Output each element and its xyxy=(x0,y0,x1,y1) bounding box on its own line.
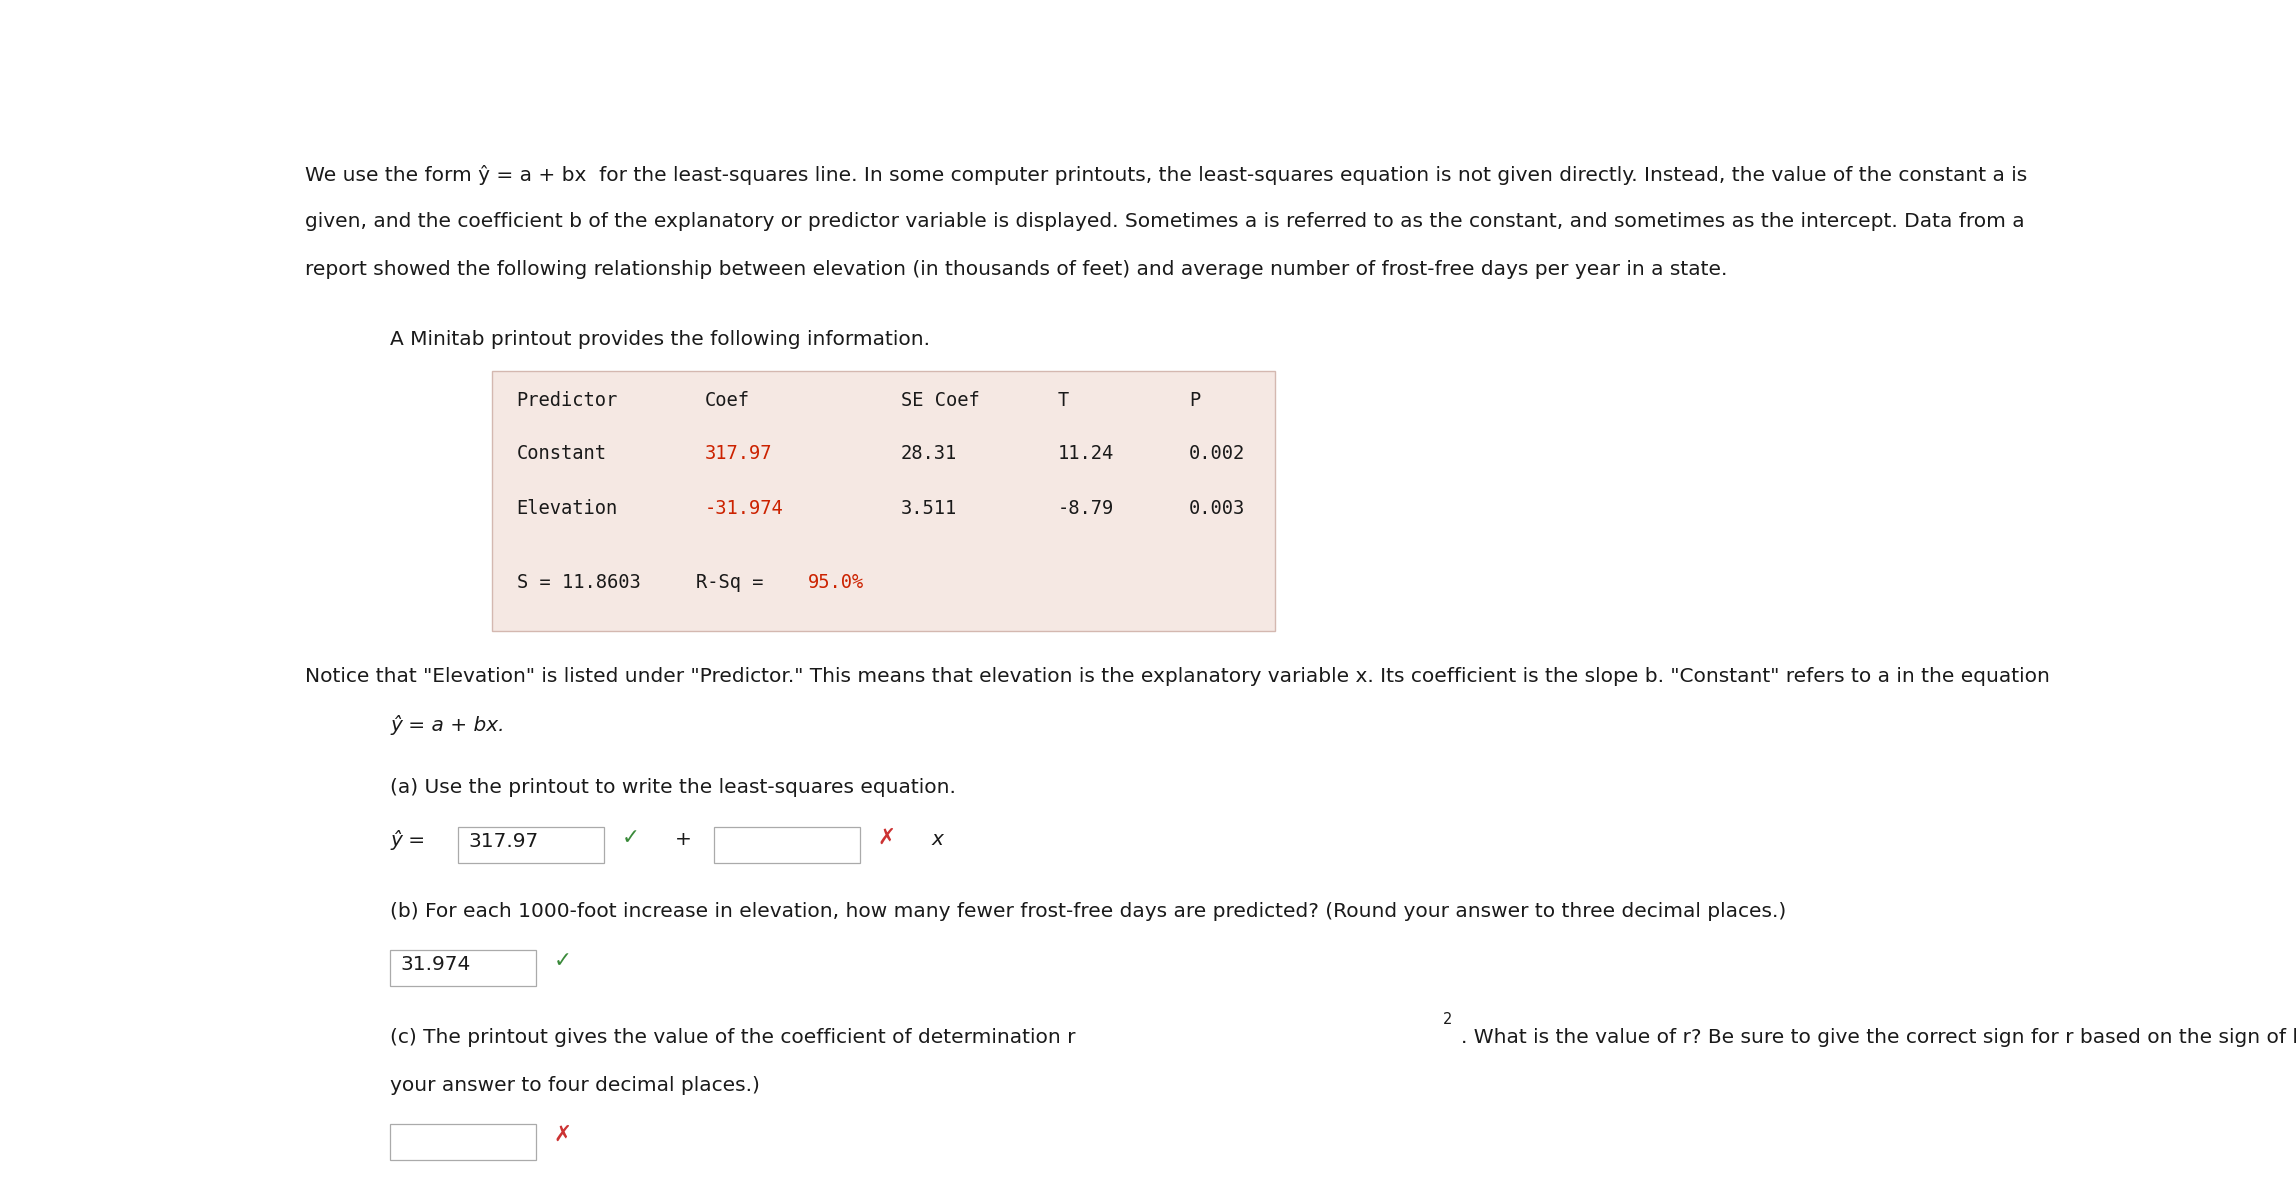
FancyBboxPatch shape xyxy=(491,371,1274,631)
Text: Elevation: Elevation xyxy=(517,498,618,517)
Text: 2: 2 xyxy=(1442,1012,1451,1027)
Text: SE Coef: SE Coef xyxy=(900,391,980,410)
Text: (a) Use the printout to write the least-squares equation.: (a) Use the printout to write the least-… xyxy=(390,778,955,798)
Text: 317.97: 317.97 xyxy=(705,444,774,463)
Text: your answer to four decimal places.): your answer to four decimal places.) xyxy=(390,1075,760,1095)
Text: 0.003: 0.003 xyxy=(1189,498,1244,517)
Text: T: T xyxy=(1058,391,1068,410)
Text: (b) For each 1000-foot increase in elevation, how many fewer frost-free days are: (b) For each 1000-foot increase in eleva… xyxy=(390,901,1786,920)
Text: 95.0%: 95.0% xyxy=(808,573,866,592)
Text: -8.79: -8.79 xyxy=(1058,498,1114,517)
Text: Coef: Coef xyxy=(705,391,751,410)
Text: 0.002: 0.002 xyxy=(1189,444,1244,463)
Text: (c) The printout gives the value of the coefficient of determination r: (c) The printout gives the value of the … xyxy=(390,1028,1077,1047)
Text: 11.24: 11.24 xyxy=(1058,444,1114,463)
Text: 28.31: 28.31 xyxy=(900,444,957,463)
Text: Predictor: Predictor xyxy=(517,391,618,410)
Text: x: x xyxy=(932,830,944,849)
Text: ✓: ✓ xyxy=(553,951,572,971)
Text: ŷ = a + bx.: ŷ = a + bx. xyxy=(390,715,505,734)
Text: . What is the value of r? Be sure to give the correct sign for r based on the si: . What is the value of r? Be sure to giv… xyxy=(1460,1028,2296,1047)
Text: ✗: ✗ xyxy=(553,1125,572,1145)
Text: +: + xyxy=(675,830,691,849)
Text: ✗: ✗ xyxy=(877,828,895,848)
FancyBboxPatch shape xyxy=(457,826,604,863)
Text: report showed the following relationship between elevation (in thousands of feet: report showed the following relationship… xyxy=(305,259,1727,278)
FancyBboxPatch shape xyxy=(390,1124,535,1160)
Text: Constant: Constant xyxy=(517,444,606,463)
Text: Notice that "Elevation" is listed under "Predictor." This means that elevation i: Notice that "Elevation" is listed under … xyxy=(305,668,2050,687)
Text: P: P xyxy=(1189,391,1201,410)
Text: 317.97: 317.97 xyxy=(468,832,540,851)
Text: S = 11.8603: S = 11.8603 xyxy=(517,573,641,592)
FancyBboxPatch shape xyxy=(390,950,535,986)
Text: A Minitab printout provides the following information.: A Minitab printout provides the followin… xyxy=(390,330,930,349)
Text: ŷ =: ŷ = xyxy=(390,830,425,850)
Text: -31.974: -31.974 xyxy=(705,498,783,517)
Text: R-Sq =: R-Sq = xyxy=(696,573,776,592)
Text: ✓: ✓ xyxy=(622,828,641,848)
Text: 31.974: 31.974 xyxy=(402,955,471,974)
Text: given, and the coefficient b of the explanatory or predictor variable is display: given, and the coefficient b of the expl… xyxy=(305,212,2025,231)
Text: 3.511: 3.511 xyxy=(900,498,957,517)
FancyBboxPatch shape xyxy=(714,826,861,863)
Text: We use the form ŷ = a + bx  for the least-squares line. In some computer printou: We use the form ŷ = a + bx for the least… xyxy=(305,165,2027,185)
